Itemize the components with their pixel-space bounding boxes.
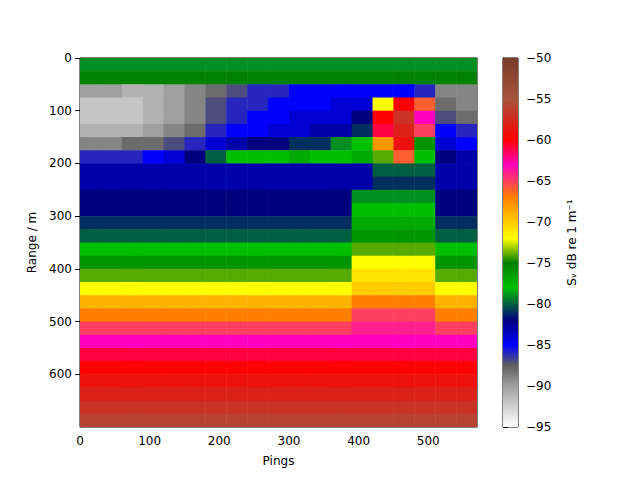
svg-text:−75: −75: [526, 256, 551, 270]
svg-text:Range / m: Range / m: [25, 212, 39, 273]
svg-text:−95: −95: [526, 420, 551, 434]
svg-text:400: 400: [49, 262, 72, 276]
svg-text:−80: −80: [526, 297, 551, 311]
svg-text:400: 400: [347, 434, 370, 448]
svg-text:−55: −55: [526, 92, 551, 106]
svg-text:−85: −85: [526, 338, 551, 352]
svg-text:−90: −90: [526, 379, 551, 393]
svg-text:200: 200: [208, 434, 231, 448]
svg-text:100: 100: [49, 104, 72, 118]
svg-text:0: 0: [76, 434, 84, 448]
svg-text:200: 200: [49, 156, 72, 170]
svg-text:−50: −50: [526, 51, 551, 65]
svg-text:−70: −70: [526, 215, 551, 229]
svg-text:300: 300: [49, 209, 72, 223]
svg-text:−60: −60: [526, 133, 551, 147]
svg-text:500: 500: [49, 315, 72, 329]
svg-text:600: 600: [49, 367, 72, 381]
svg-text:100: 100: [138, 434, 161, 448]
svg-text:500: 500: [417, 434, 440, 448]
svg-text:−65: −65: [526, 174, 551, 188]
svg-text:300: 300: [277, 434, 300, 448]
svg-text:Sᵥ dB re 1 m⁻¹: Sᵥ dB re 1 m⁻¹: [565, 199, 579, 285]
svg-text:Pings: Pings: [263, 454, 295, 468]
svg-text:0: 0: [64, 51, 72, 65]
